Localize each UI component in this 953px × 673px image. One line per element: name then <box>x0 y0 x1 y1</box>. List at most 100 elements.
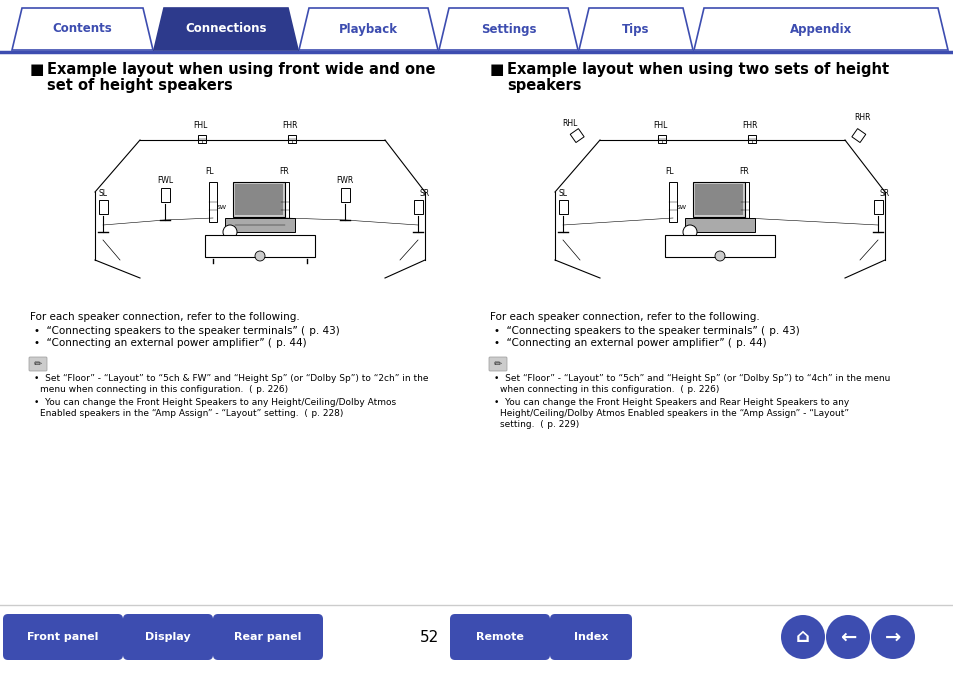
FancyBboxPatch shape <box>489 357 506 371</box>
Text: SW: SW <box>677 205 686 210</box>
Text: Front panel: Front panel <box>28 632 98 642</box>
Text: •  Set “Floor” - “Layout” to “5ch” and “Height Sp” (or “Dolby Sp”) to “4ch” in t: • Set “Floor” - “Layout” to “5ch” and “H… <box>494 374 889 383</box>
Text: FL: FL <box>665 167 674 176</box>
Bar <box>0 607 953 673</box>
Text: FR: FR <box>739 167 748 176</box>
Text: •  “Connecting an external power amplifier” (  p. 44): • “Connecting an external power amplifie… <box>494 338 766 348</box>
Text: •  You can change the Front Height Speakers and Rear Height Speakers to any: • You can change the Front Height Speake… <box>494 398 848 407</box>
Text: Playback: Playback <box>338 22 397 36</box>
Text: SL: SL <box>98 189 108 198</box>
FancyBboxPatch shape <box>213 614 323 660</box>
Text: •  “Connecting speakers to the speaker terminals” (  p. 43): • “Connecting speakers to the speaker te… <box>494 326 799 336</box>
Text: FHR: FHR <box>741 121 757 130</box>
Bar <box>209 182 216 222</box>
Bar <box>873 200 882 214</box>
Text: when connecting in this configuration.  (  p. 226): when connecting in this configuration. (… <box>499 385 719 394</box>
Polygon shape <box>693 8 947 50</box>
Bar <box>99 200 108 214</box>
Polygon shape <box>438 8 578 50</box>
Text: Example layout when using two sets of height: Example layout when using two sets of he… <box>506 62 888 77</box>
Text: RHR: RHR <box>854 113 870 122</box>
Text: •  “Connecting an external power amplifier” (  p. 44): • “Connecting an external power amplifie… <box>34 338 306 348</box>
Polygon shape <box>153 8 297 50</box>
Bar <box>851 129 865 143</box>
Text: →: → <box>883 627 901 647</box>
Text: Height/Ceiling/Dolby Atmos Enabled speakers in the “Amp Assign” - “Layout”: Height/Ceiling/Dolby Atmos Enabled speak… <box>499 409 848 418</box>
Text: Rear panel: Rear panel <box>234 632 301 642</box>
Text: RHL: RHL <box>561 119 578 128</box>
Text: Settings: Settings <box>480 22 536 36</box>
Circle shape <box>714 251 724 261</box>
Text: ■: ■ <box>490 62 504 77</box>
Circle shape <box>781 615 824 659</box>
Text: SW: SW <box>216 205 227 210</box>
Text: ✏: ✏ <box>494 359 501 369</box>
Circle shape <box>825 615 869 659</box>
FancyBboxPatch shape <box>123 614 213 660</box>
Text: set of height speakers: set of height speakers <box>47 78 233 93</box>
Text: menu when connecting in this configuration.  (  p. 226): menu when connecting in this configurati… <box>40 385 288 394</box>
Bar <box>161 188 170 202</box>
Bar <box>740 182 748 222</box>
Bar <box>668 182 677 222</box>
Text: For each speaker connection, refer to the following.: For each speaker connection, refer to th… <box>490 312 759 322</box>
Bar <box>658 135 665 143</box>
Text: SL: SL <box>558 189 567 198</box>
FancyBboxPatch shape <box>29 357 47 371</box>
Text: Remote: Remote <box>476 632 523 642</box>
Bar <box>747 135 755 143</box>
Bar <box>692 182 744 217</box>
Text: Appendix: Appendix <box>789 22 851 36</box>
FancyBboxPatch shape <box>450 614 550 660</box>
Text: Display: Display <box>145 632 191 642</box>
Polygon shape <box>298 8 437 50</box>
Text: •  Set “Floor” - “Layout” to “5ch & FW” and “Height Sp” (or “Dolby Sp”) to “2ch”: • Set “Floor” - “Layout” to “5ch & FW” a… <box>34 374 428 383</box>
Text: FHR: FHR <box>282 121 297 130</box>
Bar <box>340 188 350 202</box>
Text: •  “Connecting speakers to the speaker terminals” (  p. 43): • “Connecting speakers to the speaker te… <box>34 326 339 336</box>
Bar <box>234 184 283 215</box>
Text: •  You can change the Front Height Speakers to any Height/Ceiling/Dolby Atmos: • You can change the Front Height Speake… <box>34 398 395 407</box>
Bar <box>414 200 422 214</box>
Text: Connections: Connections <box>185 22 267 36</box>
Bar <box>558 200 567 214</box>
FancyBboxPatch shape <box>550 614 631 660</box>
Text: For each speaker connection, refer to the following.: For each speaker connection, refer to th… <box>30 312 299 322</box>
Bar <box>288 135 295 143</box>
Circle shape <box>870 615 914 659</box>
Text: FWR: FWR <box>336 176 354 185</box>
Polygon shape <box>578 8 692 50</box>
Text: Contents: Contents <box>52 22 112 36</box>
Text: FHL: FHL <box>652 121 666 130</box>
Text: speakers: speakers <box>506 78 581 93</box>
Bar <box>695 184 742 215</box>
Bar <box>664 235 774 257</box>
Text: FR: FR <box>279 167 289 176</box>
Text: ■: ■ <box>30 62 45 77</box>
Text: ⌂: ⌂ <box>795 627 809 647</box>
Text: Index: Index <box>573 632 608 642</box>
FancyBboxPatch shape <box>3 614 123 660</box>
Bar <box>198 135 206 143</box>
Text: 52: 52 <box>420 629 439 645</box>
Text: FHL: FHL <box>193 121 207 130</box>
Text: Example layout when using front wide and one: Example layout when using front wide and… <box>47 62 435 77</box>
Bar <box>570 129 583 143</box>
Bar <box>225 218 294 232</box>
Text: FWL: FWL <box>157 176 172 185</box>
Bar <box>684 218 754 232</box>
Circle shape <box>682 225 697 239</box>
Bar <box>281 182 289 222</box>
Text: Tips: Tips <box>621 22 649 36</box>
Bar <box>233 182 285 217</box>
Bar <box>205 235 314 257</box>
Circle shape <box>254 251 265 261</box>
Text: SR: SR <box>879 189 889 198</box>
Text: ✏: ✏ <box>34 359 42 369</box>
Text: setting.  (  p. 229): setting. ( p. 229) <box>499 420 578 429</box>
Text: FL: FL <box>206 167 214 176</box>
Text: ←: ← <box>839 627 855 647</box>
Circle shape <box>223 225 236 239</box>
Text: SR: SR <box>419 189 430 198</box>
Text: Enabled speakers in the “Amp Assign” - “Layout” setting.  (  p. 228): Enabled speakers in the “Amp Assign” - “… <box>40 409 343 418</box>
